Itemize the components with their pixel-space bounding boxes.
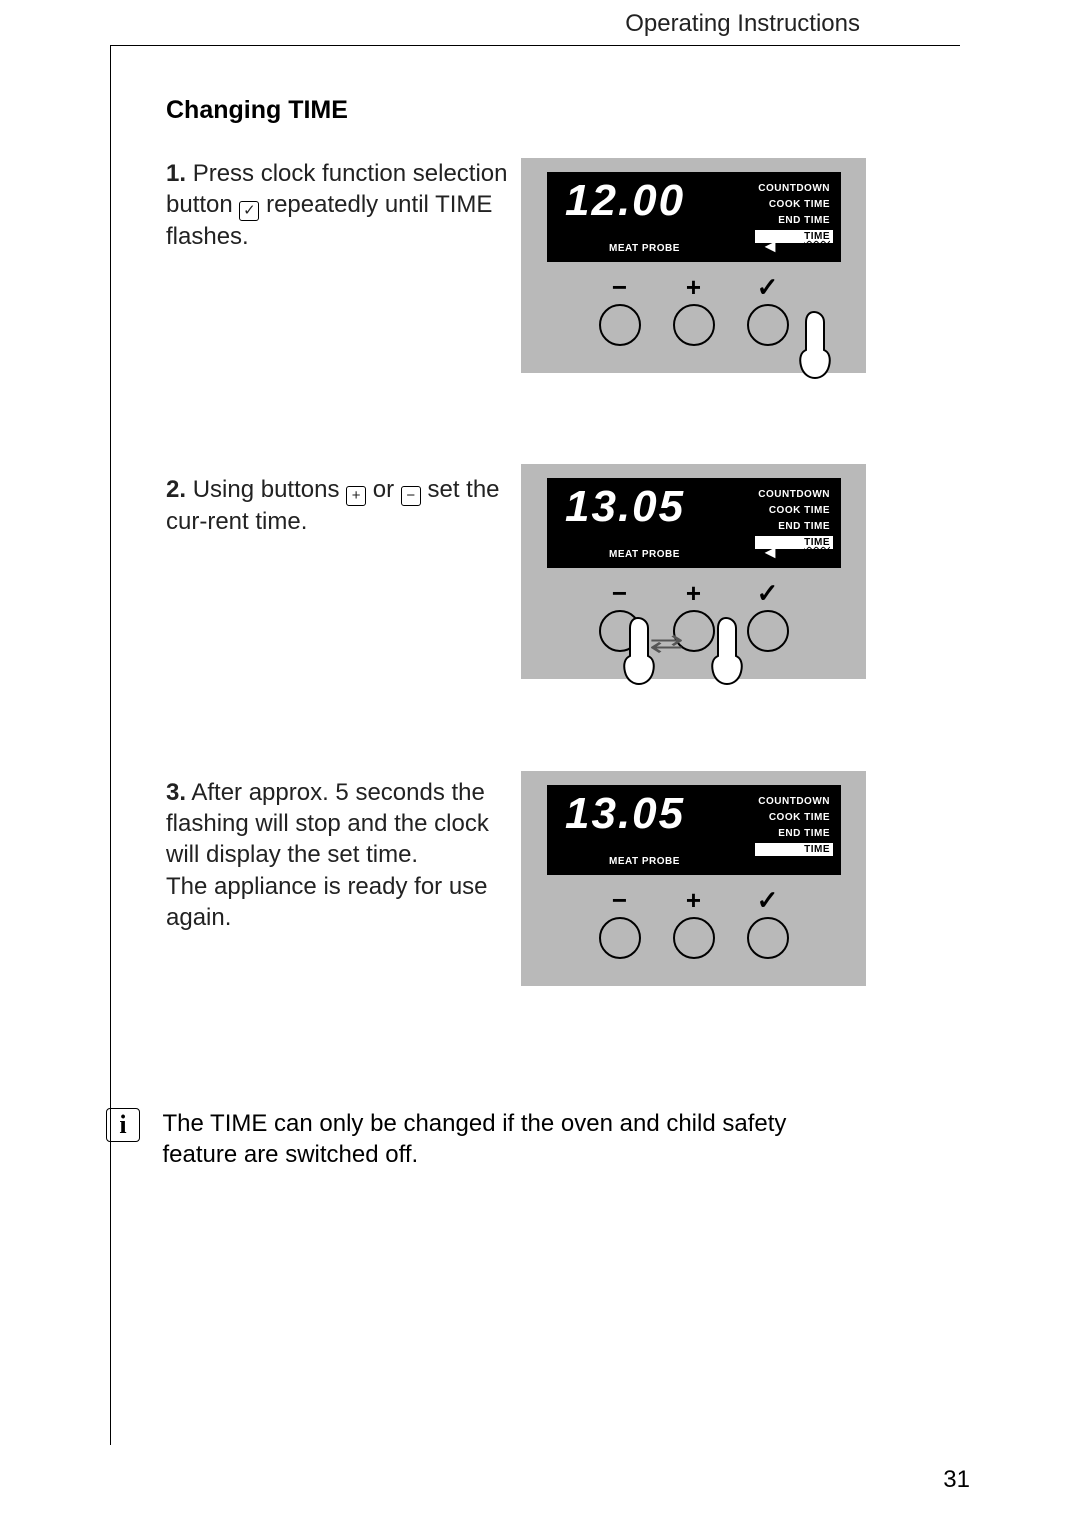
plus-button[interactable]: + xyxy=(673,276,715,346)
button-circle xyxy=(673,917,715,959)
display-panel-3: 13.05 COUNTDOWN COOK TIME END TIME TIME … xyxy=(521,771,866,986)
lcd-time-value: 12.00 xyxy=(565,176,685,226)
display-panel-2: 13.05 COUNTDOWN COOK TIME END TIME TIME … xyxy=(521,464,866,679)
check-icon: ✓ xyxy=(757,276,779,298)
info-note: i The TIME can only be changed if the ov… xyxy=(106,1108,866,1170)
step-2: 2. Using buttons + or − set the cur-rent… xyxy=(166,474,526,537)
check-icon: ✓ xyxy=(757,582,779,604)
lcd-arrow-icon: ◄ xyxy=(761,542,779,563)
step-text: or xyxy=(373,476,401,503)
minus-button[interactable]: − xyxy=(599,889,641,959)
button-row: − + ✓ xyxy=(521,582,866,652)
lcd-label-cooktime: COOK TIME xyxy=(755,811,833,824)
section-title: Changing TIME xyxy=(166,96,348,125)
check-icon: ✓ xyxy=(757,889,779,911)
finger-press-icon xyxy=(791,310,837,380)
lcd-time-value: 13.05 xyxy=(565,482,685,532)
lcd-meat-probe: MEAT PROBE xyxy=(609,549,680,560)
lcd-label-time: TIME xyxy=(755,843,833,856)
plus-button-icon: + xyxy=(346,486,366,506)
plus-icon: + xyxy=(686,889,701,911)
page-number: 31 xyxy=(943,1466,970,1494)
step-text: Using buttons xyxy=(193,476,346,503)
step-1: 1. Press clock function selection button… xyxy=(166,158,526,252)
lcd-arrow-icon: ◄ xyxy=(761,236,779,257)
lcd-time-value: 13.05 xyxy=(565,789,685,839)
lcd-mode-labels: COUNTDOWN COOK TIME END TIME TIME xyxy=(755,792,833,859)
plus-icon: + xyxy=(686,276,701,298)
lcd-label-endtime: END TIME xyxy=(755,214,833,227)
minus-icon: − xyxy=(612,889,627,911)
display-panel-1: 12.00 COUNTDOWN COOK TIME END TIME TIME … xyxy=(521,158,866,373)
button-circle xyxy=(599,304,641,346)
step-text: After approx. 5 seconds the flashing wil… xyxy=(166,779,489,868)
note-text: The TIME can only be changed if the oven… xyxy=(162,1108,852,1170)
button-row: − + ✓ xyxy=(521,889,866,959)
button-circle xyxy=(673,304,715,346)
lcd-label-endtime: END TIME xyxy=(755,520,833,533)
step-number: 3. xyxy=(166,779,186,806)
lcd-meat-probe: MEAT PROBE xyxy=(609,243,680,254)
minus-icon: − xyxy=(612,276,627,298)
step-text: The appliance is ready for use again. xyxy=(166,873,488,931)
finger-press-icon xyxy=(703,616,749,686)
lcd-label-cooktime: COOK TIME xyxy=(755,198,833,211)
select-button[interactable]: ✓ xyxy=(747,582,789,652)
lcd-screen: 13.05 COUNTDOWN COOK TIME END TIME TIME … xyxy=(547,478,841,568)
lcd-screen: 12.00 COUNTDOWN COOK TIME END TIME TIME … xyxy=(547,172,841,262)
lcd-screen: 13.05 COUNTDOWN COOK TIME END TIME TIME … xyxy=(547,785,841,875)
lcd-label-countdown: COUNTDOWN xyxy=(755,795,833,808)
lcd-label-cooktime: COOK TIME xyxy=(755,504,833,517)
lcd-label-countdown: COUNTDOWN xyxy=(755,182,833,195)
minus-button[interactable]: − xyxy=(599,276,641,346)
plus-icon: + xyxy=(686,582,701,604)
button-circle xyxy=(747,304,789,346)
plus-button[interactable]: + xyxy=(673,889,715,959)
page-header: Operating Instructions xyxy=(625,10,860,38)
select-button[interactable]: ✓ xyxy=(747,889,789,959)
clock-button-icon: ✓ xyxy=(239,201,259,221)
button-circle xyxy=(747,610,789,652)
page-frame: Operating Instructions Changing TIME 1. … xyxy=(110,45,960,1445)
swap-arrow-icon: ⇄ xyxy=(649,629,684,658)
button-circle xyxy=(747,917,789,959)
step-3: 3. After approx. 5 seconds the flashing … xyxy=(166,777,526,933)
lcd-label-countdown: COUNTDOWN xyxy=(755,488,833,501)
minus-button-icon: − xyxy=(401,486,421,506)
step-number: 2. xyxy=(166,476,186,503)
select-button[interactable]: ✓ xyxy=(747,276,789,346)
lcd-label-endtime: END TIME xyxy=(755,827,833,840)
info-icon: i xyxy=(106,1108,140,1142)
button-circle xyxy=(599,917,641,959)
lcd-meat-probe: MEAT PROBE xyxy=(609,856,680,867)
minus-icon: − xyxy=(612,582,627,604)
step-number: 1. xyxy=(166,160,186,187)
